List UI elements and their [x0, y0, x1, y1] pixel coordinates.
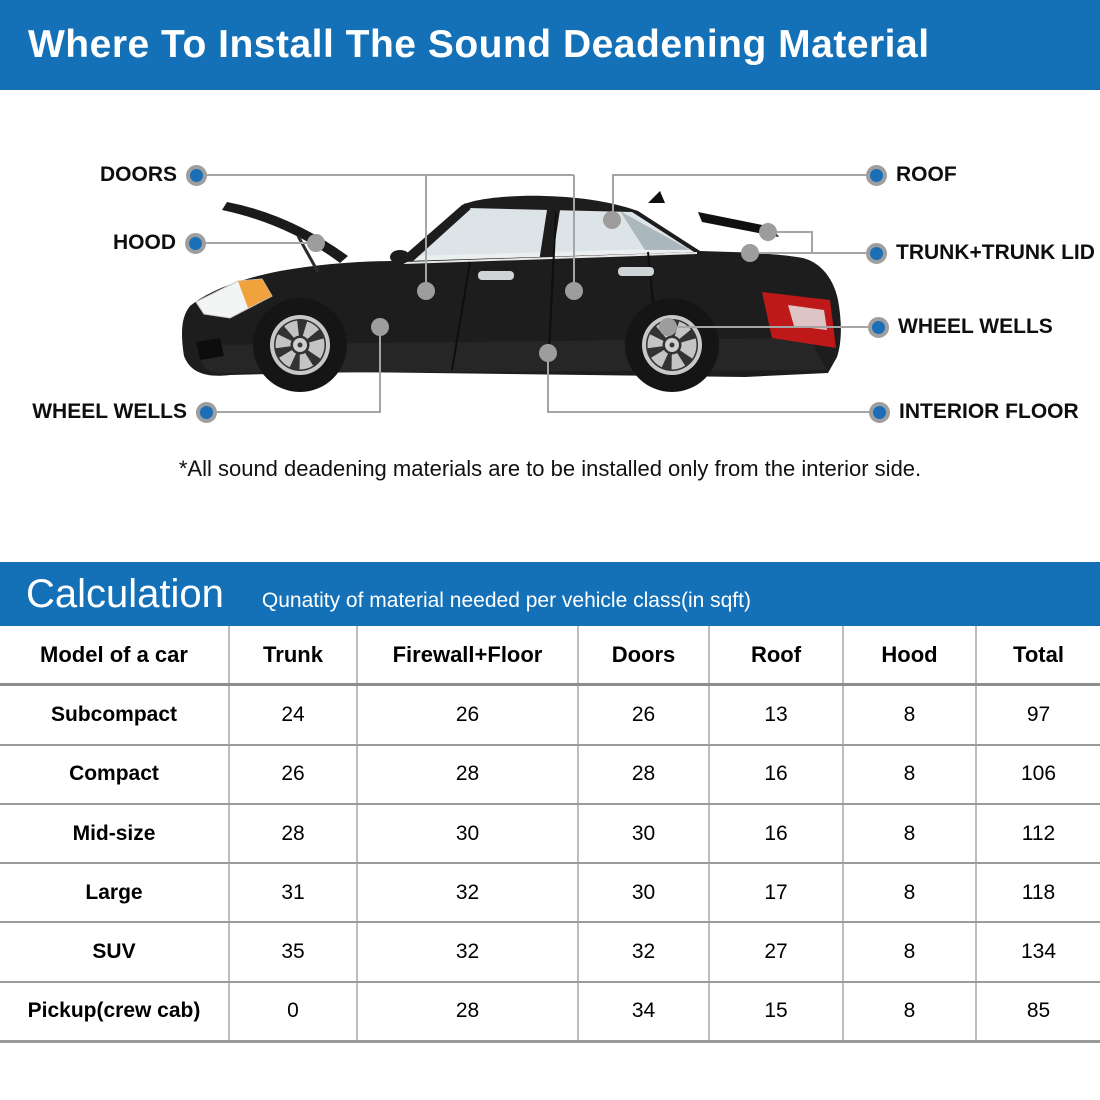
model-cell: SUV	[92, 940, 136, 964]
value-cell: 32	[356, 864, 577, 922]
table-header-cell: Roof	[708, 626, 842, 684]
car-diagram-section: DOORS HOOD WHEEL WELLS ROOF TRUNK+TRUNK …	[0, 90, 1100, 562]
callout-dot-icon	[869, 401, 890, 423]
model-cell: Pickup(crew cab)	[27, 999, 201, 1023]
value-cell: 85	[975, 982, 1100, 1041]
callout-interior-floor: INTERIOR FLOOR	[869, 398, 1079, 426]
value-cell: 26	[228, 745, 356, 803]
callout-wheel-wells-left-label: WHEEL WELLS	[32, 400, 187, 423]
title-banner: Where To Install The Sound Deadening Mat…	[0, 0, 1100, 90]
installation-note: *All sound deadening materials are to be…	[178, 456, 922, 481]
material-quantity-table: Model of a car Trunk Firewall+Floor Doors Ro…	[0, 626, 1100, 1044]
page-title: Where To Install The Sound Deadening Mat…	[28, 23, 930, 66]
value-cell: 17	[708, 864, 842, 922]
value-cell: 16	[708, 745, 842, 803]
value-cell: 26	[356, 686, 577, 744]
table-header-row: Model of a car Trunk Firewall+Floor Doors Ro…	[0, 626, 1100, 684]
value-cell: 26	[577, 686, 708, 744]
value-cell: 30	[577, 864, 708, 922]
model-cell: Mid-size	[72, 821, 156, 845]
value-cell: 106	[975, 745, 1100, 803]
value-cell: 8	[842, 982, 975, 1041]
value-cell: 8	[842, 923, 975, 981]
calculation-title: Calculation	[26, 572, 224, 616]
front-wheel	[253, 298, 347, 392]
value-cell: 97	[975, 686, 1100, 744]
connector-lines	[206, 174, 869, 413]
table-row: Compact 26 28 28 16 8 106	[0, 743, 1100, 803]
callout-dot-icon	[866, 164, 887, 186]
model-cell: Compact	[69, 762, 159, 786]
value-cell: 31	[228, 864, 356, 922]
callout-roof-label: ROOF	[896, 163, 957, 186]
calculation-subtitle: Qunatity of material needed per vehicle …	[261, 589, 751, 612]
callout-trunk-label: TRUNK+TRUNK LID	[896, 241, 1095, 264]
model-cell: Subcompact	[50, 702, 178, 726]
value-cell: 8	[842, 864, 975, 922]
value-cell: 32	[356, 923, 577, 981]
callout-interior-floor-label: INTERIOR FLOOR	[899, 400, 1079, 423]
value-cell: 28	[356, 982, 577, 1041]
callout-hood-label: HOOD	[113, 231, 176, 254]
table-row: SUV 35 32 32 27 8 134	[0, 921, 1100, 981]
value-cell: 24	[228, 686, 356, 744]
callout-wheel-wells-right-label: WHEEL WELLS	[898, 315, 1053, 338]
table-header-cell: Trunk	[228, 626, 356, 684]
model-cell: Large	[85, 880, 143, 904]
value-cell: 34	[577, 982, 708, 1041]
value-cell: 118	[975, 864, 1100, 922]
callout-doors-label: DOORS	[99, 163, 177, 186]
value-cell: 30	[577, 804, 708, 863]
table-header-cell: Total	[975, 626, 1100, 684]
value-cell: 8	[842, 745, 975, 803]
table-row: Pickup(crew cab) 0 28 34 15 8 85	[0, 980, 1100, 1041]
callout-dot-icon	[196, 401, 217, 423]
value-cell: 0	[228, 982, 356, 1041]
value-cell: 13	[708, 686, 842, 744]
value-cell: 35	[228, 923, 356, 981]
value-cell: 8	[842, 804, 975, 863]
callout-hood: HOOD	[113, 229, 206, 257]
car-body	[182, 191, 841, 392]
value-cell: 8	[842, 686, 975, 744]
callout-wheel-wells-left: WHEEL WELLS	[32, 398, 217, 426]
table-header-cell: Doors	[577, 626, 708, 684]
rear-wheel	[625, 298, 719, 392]
value-cell: 134	[975, 923, 1100, 981]
calculation-header-bar: Calculation Qunatity of material needed …	[0, 562, 1100, 626]
callout-dot-icon	[868, 316, 889, 338]
table-header-cell: Firewall+Floor	[356, 626, 577, 684]
table-header-cell: Hood	[842, 626, 975, 684]
car-anchor-dots	[307, 211, 777, 362]
value-cell: 32	[577, 923, 708, 981]
callout-wheel-wells-right: WHEEL WELLS	[868, 313, 1053, 341]
callout-doors: DOORS	[100, 161, 207, 189]
value-cell: 30	[356, 804, 577, 863]
table-row: Large 31 32 30 17 8 118	[0, 862, 1100, 922]
table-row: Mid-size 28 30 30 16 8 112	[0, 802, 1100, 863]
value-cell: 16	[708, 804, 842, 863]
table-row: Subcompact 24 26 26 13 8 97	[0, 683, 1100, 744]
callout-dot-icon	[866, 242, 887, 264]
callout-trunk: TRUNK+TRUNK LID	[866, 239, 1095, 267]
table-body: Subcompact 24 26 26 13 8 97 Compact 26 28 28 16 8 106…	[0, 683, 1100, 1041]
value-cell: 28	[577, 745, 708, 803]
car-side-view-illustration	[182, 174, 869, 413]
callout-dot-icon	[186, 164, 207, 186]
value-cell: 27	[708, 923, 842, 981]
value-cell: 28	[228, 804, 356, 863]
value-cell: 112	[975, 804, 1100, 863]
value-cell: 28	[356, 745, 577, 803]
table-header-cell: Model of a car	[40, 641, 188, 667]
callout-dot-icon	[185, 232, 206, 254]
callout-roof: ROOF	[866, 161, 957, 189]
value-cell: 15	[708, 982, 842, 1041]
